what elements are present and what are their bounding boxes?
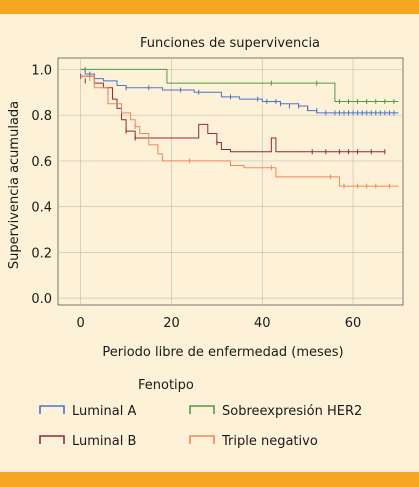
- y-tick-label: 1.0: [31, 63, 52, 78]
- legend-swatch-2: [39, 435, 65, 444]
- series-line-2: [80, 75, 385, 153]
- series-line-3: [80, 75, 399, 187]
- chart-title: Funciones de supervivencia: [140, 36, 320, 51]
- legend-label-2: Luminal B: [72, 434, 136, 449]
- legend-title: Fenotipo: [138, 378, 194, 393]
- plot-area: 0 20 40 60 0.0 0.2 0.4 0.6 0.8 1.0: [31, 57, 404, 331]
- x-axis-label: Periodo libre de enfermedad (meses): [102, 345, 343, 360]
- y-axis-label: Supervivencia acumulada: [7, 101, 22, 269]
- plot-frame: [57, 57, 404, 306]
- legend-label-1: Sobreexpresión HER2: [222, 404, 362, 419]
- y-tick-label: 0.6: [31, 155, 52, 170]
- x-tick-label: 40: [254, 316, 271, 331]
- series-line-1: [80, 68, 399, 102]
- bottom-accent-band: [0, 472, 419, 487]
- y-tick-label: 0.2: [31, 246, 52, 261]
- y-tick-label: 0.0: [31, 292, 52, 307]
- x-tick-label: 60: [345, 316, 362, 331]
- legend: Luminal A Sobreexpresión HER2 Luminal B Tri…: [39, 404, 362, 449]
- legend-swatch-3: [189, 435, 215, 444]
- legend-swatch-0: [39, 405, 65, 414]
- series-line-0: [80, 68, 399, 114]
- x-tick-label: 20: [163, 316, 180, 331]
- top-accent-band: [0, 0, 419, 14]
- y-tick-label: 0.8: [31, 109, 52, 124]
- x-tick-label: 0: [77, 316, 85, 331]
- legend-label-3: Triple negativo: [221, 434, 318, 449]
- legend-label-0: Luminal A: [72, 404, 136, 419]
- legend-swatch-1: [189, 405, 215, 414]
- y-tick-label: 0.4: [31, 201, 52, 216]
